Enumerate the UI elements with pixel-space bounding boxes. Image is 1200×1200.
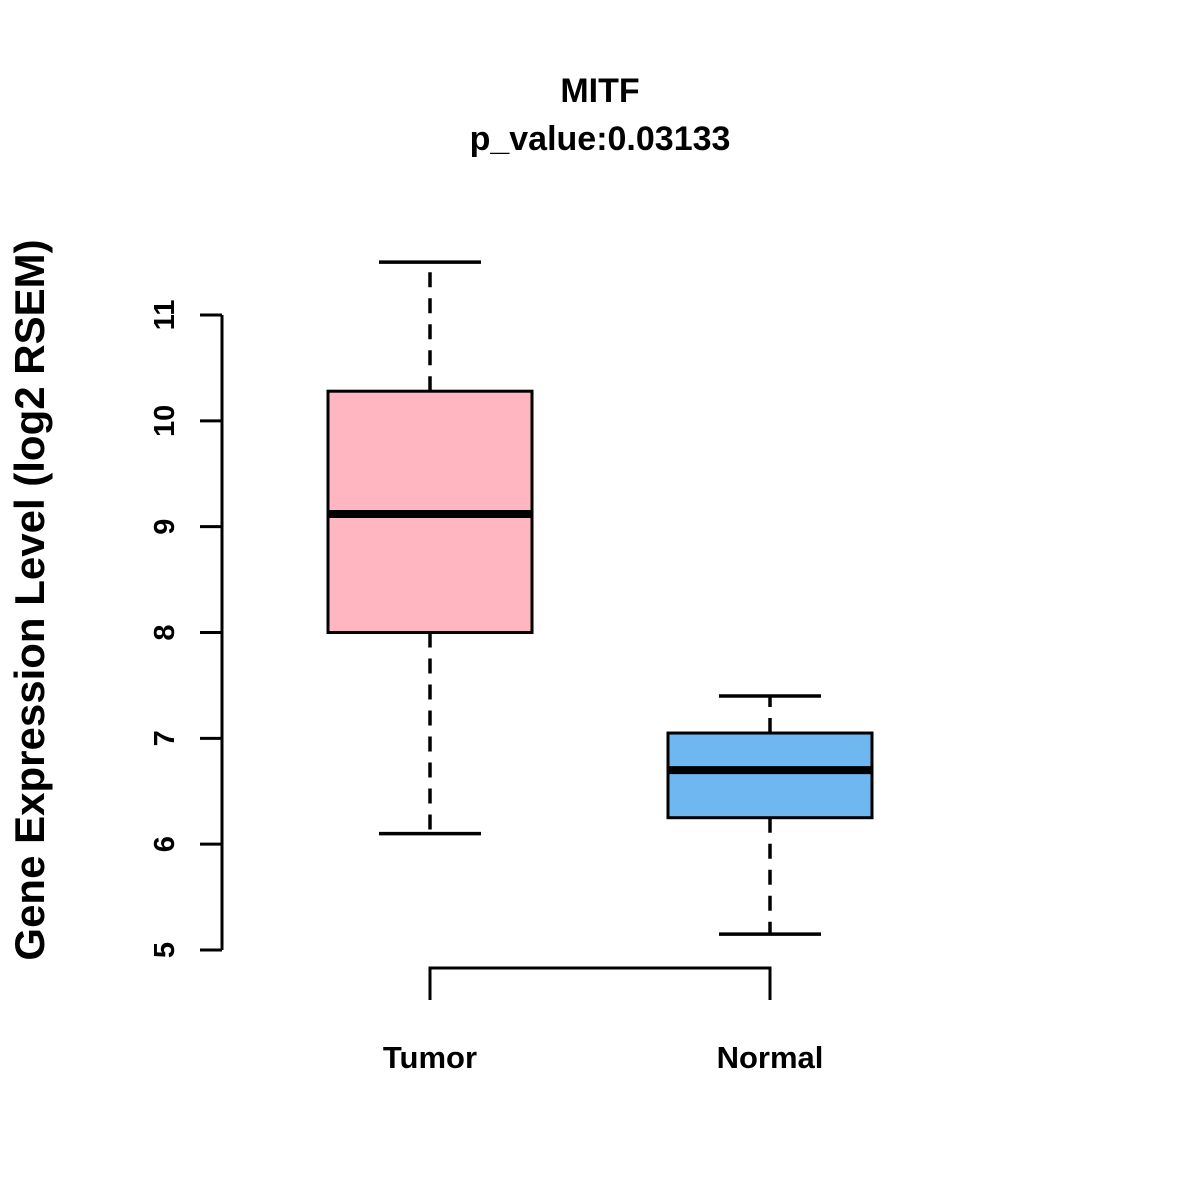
group-label-normal: Normal: [717, 1040, 824, 1075]
y-axis-label: Gene Expression Level (log2 RSEM): [6, 239, 53, 960]
y-axis-tick-label: 11: [149, 300, 181, 331]
x-axis-labels: Tumor Normal: [383, 1040, 823, 1075]
chart-subtitle: p_value:0.03133: [470, 120, 731, 158]
y-axis-tick-label: 10: [149, 405, 181, 437]
boxplot-boxes: [326, 260, 874, 936]
y-axis-tick-label: 7: [149, 730, 181, 746]
x-axis: [428, 966, 772, 1000]
iqr-box-normal: [666, 731, 874, 820]
y-axis-tick-label: 5: [149, 942, 181, 958]
y-axis-tick-label: 8: [149, 624, 181, 640]
group-label-tumor: Tumor: [383, 1040, 477, 1075]
x-axis-bracket: [428, 966, 772, 1000]
y-axis-tick-label: 9: [149, 519, 181, 535]
chart-title: MITF: [560, 72, 639, 110]
y-axis: 5 6 7 8 9 10 11: [149, 300, 224, 958]
y-axis-tick-label: 6: [149, 836, 181, 852]
